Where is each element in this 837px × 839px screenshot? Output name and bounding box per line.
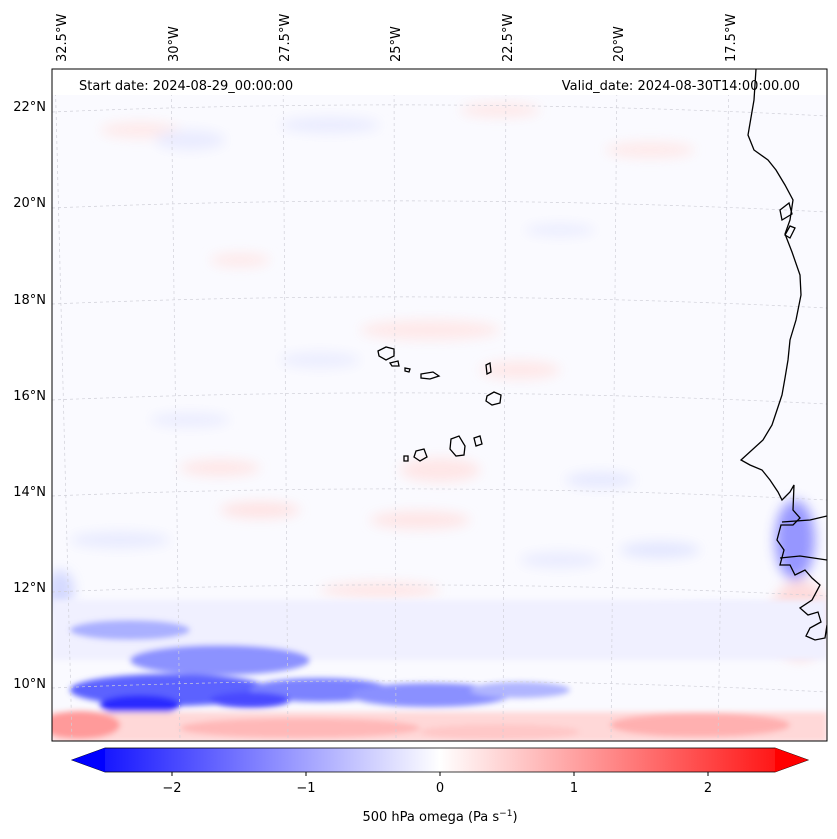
- start-date-label: Start date: 2024-08-29_00:00:00: [79, 79, 293, 94]
- colorbar-extend-low: [72, 748, 105, 772]
- coastlines: [377, 69, 827, 641]
- lat-tick-label: 12°N: [13, 581, 46, 596]
- colorbar-tick-label: 2: [704, 781, 712, 796]
- lon-tick-label: 27.5°W: [278, 14, 293, 62]
- lon-tick-label: 20°W: [612, 26, 627, 62]
- lat-tick-label: 22°N: [13, 100, 46, 115]
- island-santiago: [449, 435, 466, 457]
- lat-tick-label: 18°N: [13, 293, 46, 308]
- colorbar-ticks: −2 −1 0 1 2: [162, 772, 712, 796]
- island-brava: [403, 455, 409, 462]
- colorbar-extend-high: [775, 748, 808, 772]
- omega-field: [52, 69, 827, 741]
- lon-tick-label: 22.5°W: [501, 14, 516, 62]
- island-fogo: [413, 448, 428, 462]
- colorbar-label-exponent: −1: [499, 809, 512, 819]
- colorbar-tick-label: −2: [162, 781, 181, 796]
- island-sao-nicolau: [420, 371, 441, 380]
- header-band: [52, 69, 827, 95]
- valid-date-label: Valid_date: 2024-08-30T14:00:00.00: [562, 79, 800, 94]
- lat-tick-label: 10°N: [13, 677, 46, 692]
- colorbar-label: 500 hPa omega (Pa s−1): [362, 809, 517, 825]
- island-boa-vista: [485, 391, 502, 406]
- lat-tick-label: 14°N: [13, 485, 46, 500]
- lat-tick-label: 16°N: [13, 389, 46, 404]
- longitude-ticks: 32.5°W 30°W 27.5°W 25°W 22.5°W 20°W 17.5…: [55, 14, 739, 62]
- gridlines: [52, 69, 827, 741]
- colorbar: −2 −1 0 1 2 500 hPa omega (Pa s−1): [70, 747, 810, 825]
- lon-tick-label: 17.5°W: [724, 14, 739, 62]
- island-santa-luzia: [404, 367, 411, 373]
- colorbar-label-end: ): [512, 810, 517, 825]
- lat-tick-label: 20°N: [13, 196, 46, 211]
- island-santo-antao: [377, 346, 395, 361]
- lon-tick-label: 25°W: [389, 26, 404, 62]
- colorbar-label-main: 500 hPa omega (Pa s: [362, 810, 499, 825]
- colorbar-tick-label: 0: [436, 781, 444, 796]
- colorbar-bar: [70, 747, 810, 773]
- island-sal: [485, 362, 492, 375]
- map-frame: [51, 68, 828, 742]
- island-sao-vicente: [388, 360, 400, 367]
- colorbar-tick-label: 1: [570, 781, 578, 796]
- island-maio: [473, 435, 483, 447]
- colorbar-tick-label: −1: [296, 781, 315, 796]
- lon-tick-label: 30°W: [167, 26, 182, 62]
- lon-tick-label: 32.5°W: [55, 14, 70, 62]
- latitude-ticks: 22°N 20°N 18°N 16°N 14°N 12°N 10°N: [13, 100, 46, 692]
